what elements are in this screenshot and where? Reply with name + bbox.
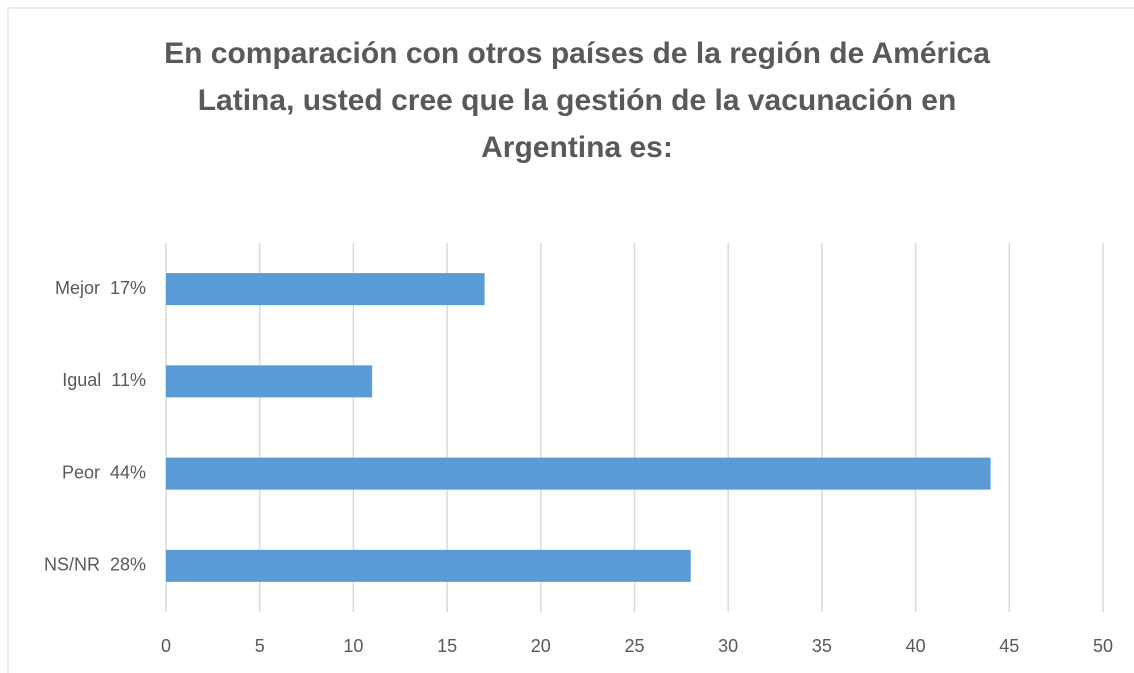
- x-tick-label: 45: [999, 636, 1019, 656]
- y-tick-label: Igual 11%: [62, 370, 146, 390]
- x-tick-label: 40: [906, 636, 926, 656]
- y-tick-label: Mejor 17%: [55, 278, 146, 298]
- bar: [166, 457, 991, 490]
- x-tick-label: 10: [343, 636, 363, 656]
- x-tick-label: 30: [718, 636, 738, 656]
- x-tick-label: 35: [812, 636, 832, 656]
- x-tick-label: 0: [161, 636, 171, 656]
- x-tick-label: 15: [437, 636, 457, 656]
- bar: [166, 273, 485, 306]
- bar: [166, 549, 691, 582]
- x-tick-label: 50: [1093, 636, 1113, 656]
- y-tick-label: NS/NR 28%: [44, 555, 146, 575]
- x-tick-label: 25: [624, 636, 644, 656]
- chart-border: [7, 7, 1134, 673]
- x-tick-label: 20: [531, 636, 551, 656]
- chart-title: En comparación con otros países de la re…: [164, 37, 990, 164]
- x-tick-label: 5: [255, 636, 265, 656]
- bar: [166, 365, 373, 398]
- y-tick-label: Peor 44%: [62, 462, 146, 482]
